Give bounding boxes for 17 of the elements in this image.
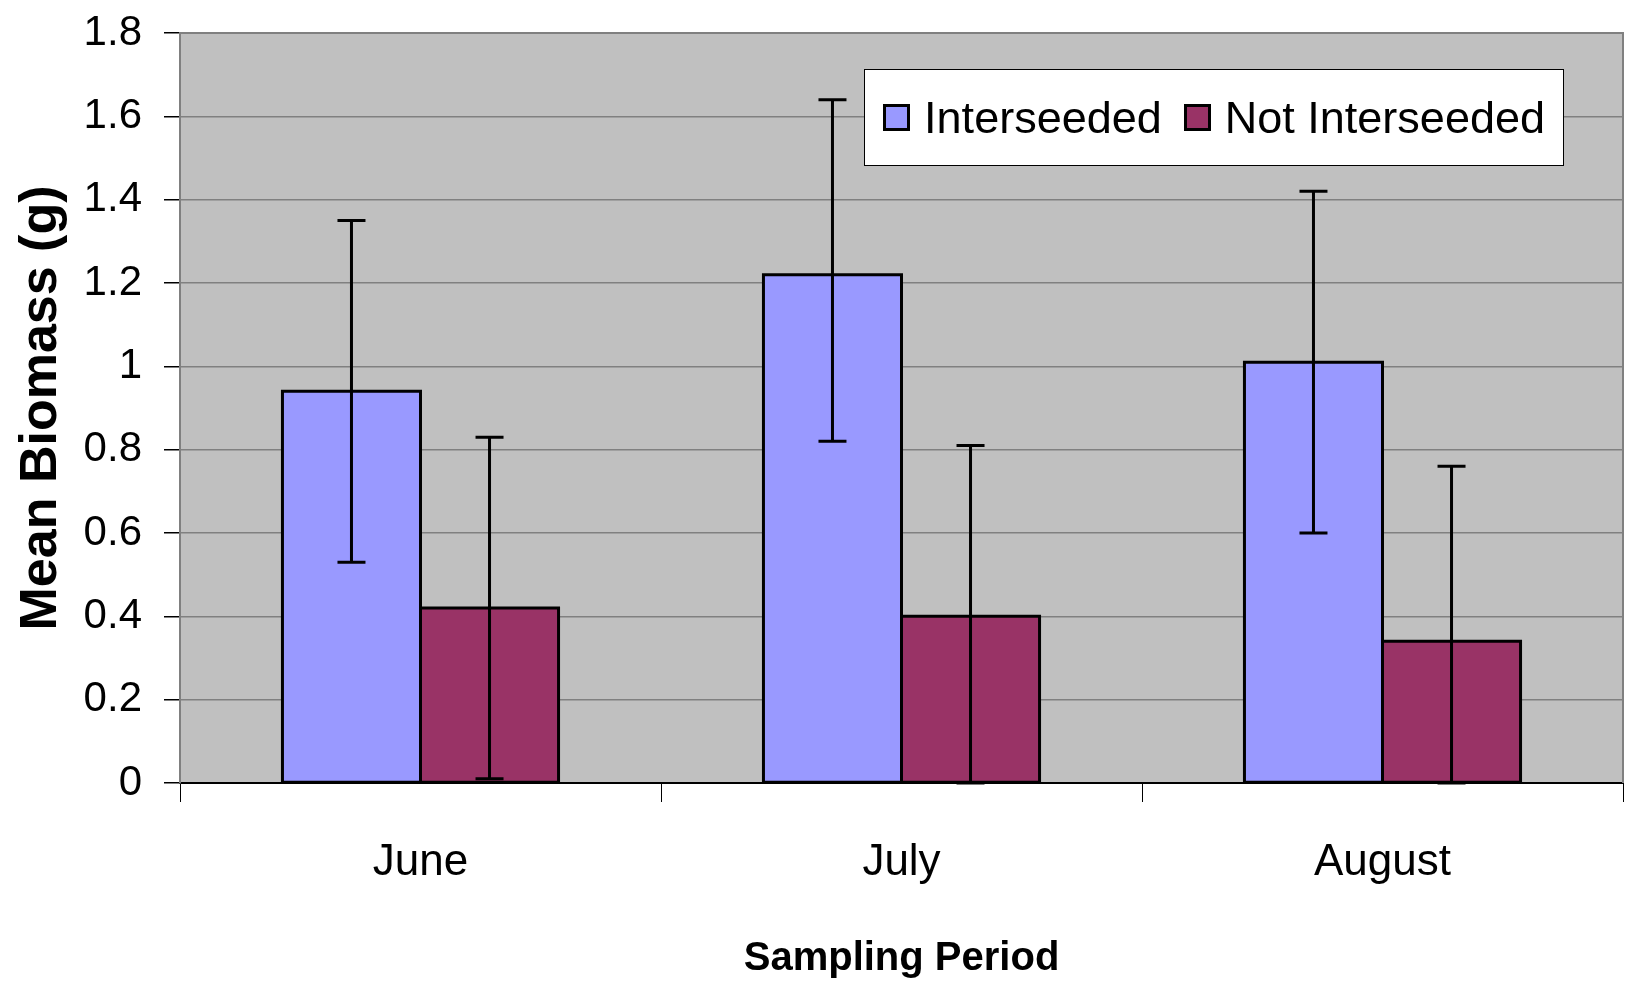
- y-tick-label: 1.4: [83, 173, 142, 221]
- y-tick-label: 1.2: [83, 256, 142, 304]
- x-tick-label: June: [372, 834, 469, 884]
- legend-label: Interseeded: [924, 91, 1162, 144]
- y-tick-label: 0: [118, 756, 142, 804]
- y-tick-label: 0.2: [83, 673, 142, 721]
- y-tick-label: 0.4: [83, 589, 142, 637]
- legend-label: Not Interseeded: [1224, 91, 1545, 144]
- y-tick-label: 1.6: [83, 89, 142, 137]
- y-tick-label: 0.8: [83, 423, 142, 471]
- y-tick-label: 0.6: [83, 506, 142, 554]
- x-axis-title: Sampling Period: [743, 934, 1060, 979]
- y-tick-label: 1.8: [83, 6, 142, 54]
- y-tick-label: 1: [118, 339, 142, 387]
- x-tick-label: August: [1314, 834, 1451, 884]
- x-tick-label: July: [862, 834, 941, 884]
- y-axis-title: Mean Biomass (g): [8, 185, 67, 631]
